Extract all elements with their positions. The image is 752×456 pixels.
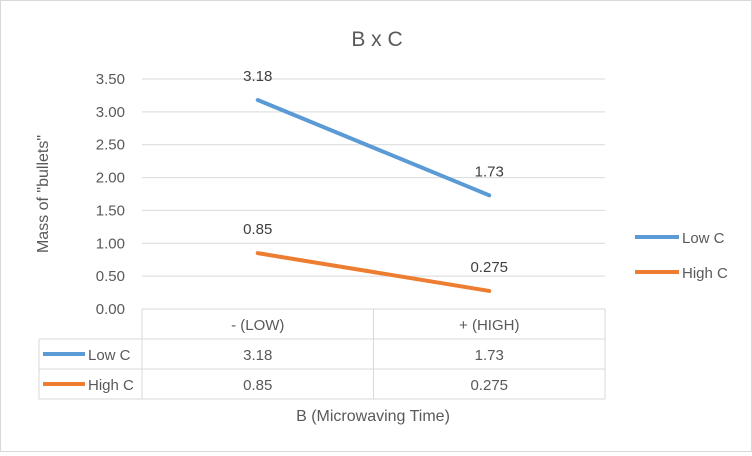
x-category-label: + (HIGH) — [459, 317, 519, 334]
y-tick-label: 3.00 — [96, 104, 125, 121]
data-label: 0.85 — [243, 221, 272, 238]
table-series-name: Low C — [88, 347, 131, 364]
table-cell-value: 0.85 — [243, 377, 272, 394]
y-tick-label: 0.50 — [96, 268, 125, 285]
y-tick-label: 2.50 — [96, 137, 125, 154]
table-cell-value: 1.73 — [475, 347, 504, 364]
legend-label: High C — [682, 265, 728, 282]
data-labels: 3.18 1.73 0.85 0.275 — [243, 68, 508, 276]
x-axis-title: B (Microwaving Time) — [296, 408, 450, 425]
data-label: 1.73 — [475, 163, 504, 180]
table-cell-value: 0.275 — [470, 377, 508, 394]
y-tick-label: 1.00 — [96, 235, 125, 252]
y-axis-ticks: 0.00 0.50 1.00 1.50 2.00 2.50 3.00 3.50 — [96, 71, 125, 318]
table-series-name: High C — [88, 377, 134, 394]
data-label: 0.275 — [470, 259, 508, 276]
gridlines — [142, 78, 605, 277]
series-line-high-c — [255, 251, 492, 293]
y-tick-label: 0.00 — [96, 301, 125, 318]
x-category-label: - (LOW) — [231, 317, 284, 334]
legend-label: Low C — [682, 230, 725, 247]
series-line-low-c — [255, 98, 492, 198]
y-tick-label: 1.50 — [96, 202, 125, 219]
data-label: 3.18 — [243, 68, 272, 85]
legend: Low C High C — [635, 230, 728, 282]
data-table: - (LOW) + (HIGH) Low C 3.18 1.73 High C 0.85 0.… — [38, 308, 606, 400]
y-axis-title: Mass of "bullets" — [35, 135, 52, 253]
table-cell-value: 3.18 — [243, 347, 272, 364]
y-tick-label: 3.50 — [96, 71, 125, 88]
y-tick-label: 2.00 — [96, 170, 125, 187]
series-lines — [255, 98, 492, 293]
chart-title: B x C — [351, 28, 402, 51]
